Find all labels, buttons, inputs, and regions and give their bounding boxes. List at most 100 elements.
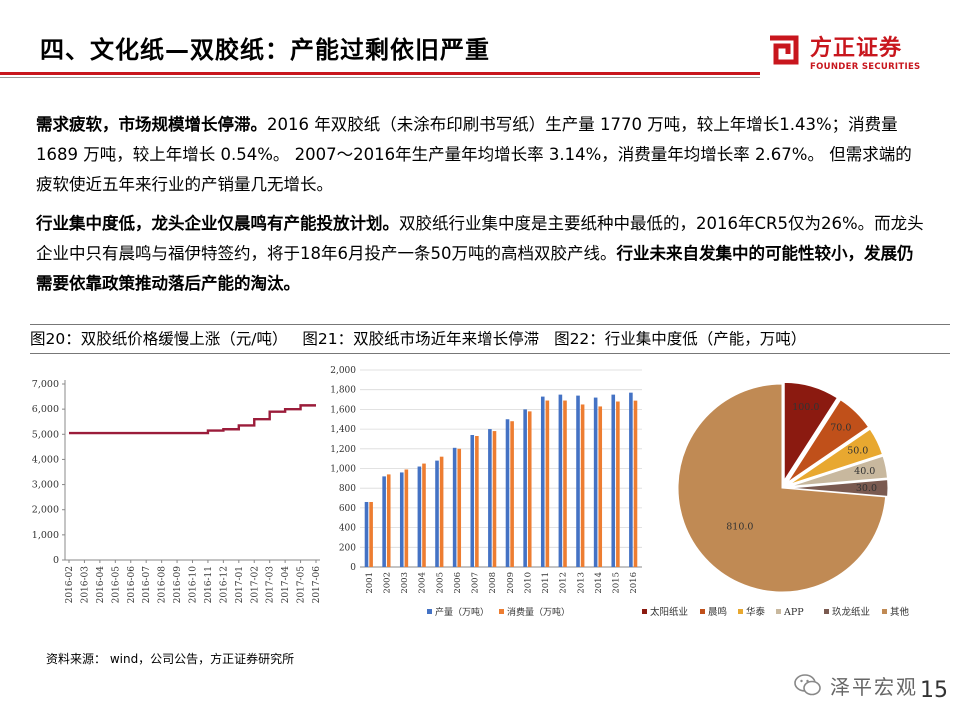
bar-2013-consumption	[580, 404, 585, 567]
bar-chart-y-tick-label: 1,200	[330, 445, 356, 455]
bar-2016-production	[629, 392, 633, 567]
bar-2003-production	[399, 472, 404, 567]
line-chart-x-tick-label: 2017-06	[312, 566, 322, 604]
pie-legend-swatch	[700, 609, 705, 614]
figure-21-title: 图21：双胶纸市场近年来增长停滞	[302, 330, 540, 348]
charts-svg: 0 1,000 2,000 3,000 4,000 5,000 6,000 7,000 2016…	[32, 366, 910, 618]
figure-titles-bar: 图20：双胶纸价格缓慢上涨（元/吨） 图21：双胶纸市场近年来增长停滞 图22：…	[30, 324, 950, 354]
bar-2001-consumption	[369, 501, 373, 567]
pie-slice-华泰	[788, 428, 884, 485]
title-rule-red	[0, 72, 760, 75]
line-chart-x-tick-label: 2016-02	[65, 566, 75, 603]
bar-chart-x-tick-label: 2016	[629, 572, 639, 594]
page-title: 四、文化纸—双胶纸：产能过剩依旧严重	[40, 36, 490, 64]
line-chart-y-tick-label: 6,000	[32, 404, 59, 415]
line-chart-x-tick-label: 2016-09	[173, 566, 183, 604]
bar-2011-production	[540, 396, 545, 567]
bar-2008-production	[488, 429, 492, 567]
paragraph-demand-body: 2016 年双胶纸（未涂布印刷书写纸）生产量 1770 万吨，较上年增长1.43…	[36, 115, 912, 194]
pie-legend-label: 晨鸣	[708, 606, 727, 618]
line-chart-y-tick-label: 1,000	[32, 530, 59, 541]
line-chart-x-tick-label: 2017-03	[266, 566, 276, 604]
bar-chart-legend-label: 消费量（万吨）	[507, 606, 570, 618]
pie-legend-swatch	[738, 609, 743, 614]
line-chart-x-tick-label: 2016-04	[96, 566, 106, 604]
paragraph-concentration-tail: 行业未来自发集中的可能性较小，发展仍需要依靠政策推动落后产能的淘汰。	[36, 244, 914, 293]
paragraph-demand: 需求疲软，市场规模增长停滞。2016 年双胶纸（未涂布印刷书写纸）生产量 177…	[36, 110, 926, 200]
bar-chart-legend-swatch	[427, 609, 432, 614]
bar-2002-consumption	[386, 474, 391, 567]
bar-chart-x-tick-label: 2015	[612, 572, 622, 594]
bar-2005-consumption	[439, 456, 444, 567]
pie-value-label: 30.0	[856, 483, 877, 494]
pie-slice-晨鸣	[787, 399, 870, 483]
bar-2014-consumption	[598, 406, 603, 567]
bar-chart-x-tick-label: 2001	[365, 572, 375, 594]
pie-legend-label: 其他	[890, 606, 910, 618]
bar-2007-consumption	[475, 435, 479, 567]
bar-chart-x-tick-label: 2007	[471, 572, 481, 594]
bar-chart-x-tick-label: 2012	[559, 572, 569, 594]
pie-slice-其他	[677, 383, 887, 593]
line-chart-price-series	[69, 404, 316, 435]
bar-2003-consumption	[404, 469, 409, 567]
title-rule-gray	[0, 77, 760, 78]
line-chart-x-tick-label: 2017-04	[281, 566, 291, 604]
founder-logo: 方正证券 FOUNDER SECURITIES	[768, 30, 943, 80]
line-chart-x-tick-label: 2016-08	[158, 566, 168, 604]
bar-2006-consumption	[457, 448, 462, 567]
price-line-chart: 0 1,000 2,000 3,000 4,000 5,000 6,000 7,000 2016…	[32, 379, 322, 603]
line-chart-x-tick-label: 2017-05	[297, 566, 307, 604]
bar-2016-consumption	[633, 400, 638, 567]
bar-2010-consumption	[527, 411, 532, 567]
bar-2004-consumption	[422, 463, 426, 567]
bar-chart-x-tick-label: 2013	[576, 572, 586, 594]
bar-2006-production	[452, 447, 457, 567]
pie-legend-label: APP	[783, 607, 804, 618]
bar-chart-x-tick-label: 2004	[418, 572, 428, 594]
line-chart-x-tick-label: 2016-12	[219, 566, 229, 603]
bar-chart-x-tick-label: 2010	[523, 572, 533, 594]
bar-2013-production	[576, 395, 580, 567]
bar-chart-legend-label: 产量（万吨）	[435, 606, 489, 618]
bar-chart-y-tick-label: 1,600	[330, 405, 356, 415]
bar-2007-production	[470, 435, 475, 567]
line-chart-x-tick-label: 2016-05	[111, 566, 121, 604]
figure-20-title: 图20：双胶纸价格缓慢上涨（元/吨）	[30, 330, 288, 348]
pie-slice-太阳纸业	[783, 381, 838, 483]
line-chart-x-tick-label: 2016-03	[80, 566, 90, 604]
line-chart-y-tick-label: 0	[53, 555, 59, 566]
bar-chart-y-tick-label: 1,800	[330, 386, 356, 396]
bar-2008-consumption	[492, 431, 497, 567]
bar-chart-x-tick-label: 2008	[488, 572, 498, 594]
pie-legend-label: 玖龙纸业	[832, 606, 870, 618]
line-chart-x-tick-label: 2017-02	[250, 566, 260, 603]
bar-2005-production	[435, 460, 439, 567]
bar-chart-y-tick-label: 1,000	[330, 465, 356, 475]
line-chart-y-tick-label: 2,000	[32, 505, 59, 516]
bar-2015-consumption	[616, 401, 620, 567]
line-chart-y-tick-label: 3,000	[32, 480, 59, 491]
page-number: 15	[920, 678, 948, 703]
bar-2012-production	[558, 394, 563, 567]
paragraph-concentration-body: 双胶纸行业集中度是主要纸种中最低的，2016年CR5仅为26%。而龙头企业中只有…	[36, 214, 924, 263]
bar-chart-y-tick-label: 0	[350, 563, 356, 573]
pie-legend-swatch	[642, 609, 647, 614]
pie-value-label: 40.0	[854, 466, 875, 477]
pie-value-label: 100.0	[792, 402, 819, 413]
line-chart-x-tick-label: 2016-11	[204, 566, 214, 603]
bar-chart-y-tick-label: 800	[339, 484, 356, 494]
line-chart-x-tick-label: 2016-10	[189, 566, 199, 604]
capacity-bar-chart: 0 200 400 600 800 1,000 1,200 1,400 1,600 1,800 2,…	[330, 366, 642, 618]
bar-2010-production	[523, 409, 527, 567]
wechat-icon	[794, 674, 821, 696]
bar-2015-production	[611, 394, 616, 567]
figure-22-title: 图22：行业集中度低（产能，万吨）	[554, 330, 807, 348]
paragraph-demand-lead: 需求疲软，市场规模增长停滞。	[36, 115, 267, 134]
bar-2009-consumption	[510, 421, 514, 567]
paragraph-concentration: 行业集中度低，龙头企业仅晨鸣有产能投放计划。双胶纸行业集中度是主要纸种中最低的，…	[36, 209, 926, 299]
line-chart-x-tick-label: 2016-06	[127, 566, 137, 604]
line-chart-y-tick-label: 4,000	[32, 454, 59, 465]
source-note: 资料来源： wind，公司公告，方正证券研究所	[46, 652, 295, 666]
bar-chart-y-tick-label: 200	[339, 543, 356, 553]
